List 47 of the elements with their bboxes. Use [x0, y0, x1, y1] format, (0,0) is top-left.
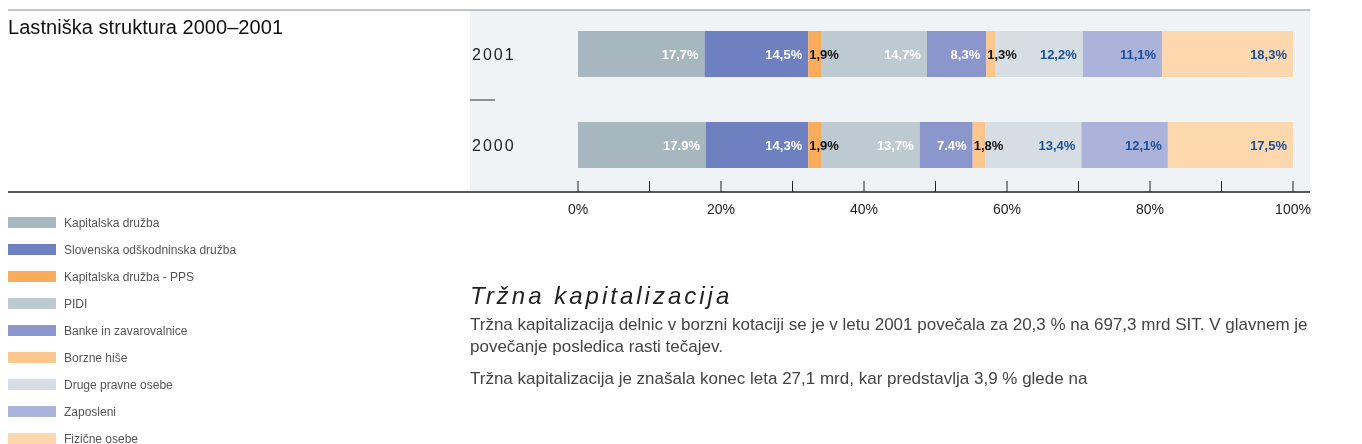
x-tick-label: 100% [1275, 201, 1311, 217]
data-label: 12,2% [1039, 47, 1078, 62]
text: Tržna kapitalizacija je znašala konec leta 27,1 mrd, kar predstavlja 3,9 % glede na [470, 369, 1088, 388]
x-tick-label: 80% [1135, 201, 1165, 217]
legend-label: Kapitalska družba - PPS [64, 270, 195, 284]
bar [1081, 122, 1168, 168]
data-label: 7.4% [937, 138, 968, 153]
bar [919, 122, 973, 168]
data-label: 13,4% [1038, 138, 1076, 153]
data-label: 14,5% [765, 47, 803, 62]
data-label: 12,1% [1125, 138, 1163, 153]
bar [705, 122, 809, 168]
data-label: 13,7% [876, 138, 915, 153]
legend-label: Borzne hiše [64, 351, 128, 365]
legend-label: Druge pravne osebe [64, 378, 174, 392]
data-label: 17,7% [661, 47, 699, 62]
y-tick-label: 2001 [472, 46, 516, 63]
bar [926, 31, 987, 77]
text: Tržna kapitalizacija delnic v borzni kotaciji se je v letu 2001 povečala za 20,3 % na 697,3 mrd SIT. V glavnem je povečanje posledica rasti tečajev. [470, 315, 1308, 356]
legend-label: PIDI [64, 297, 88, 311]
data-label: 1,3% [987, 47, 1018, 62]
legend-label: Banke in zavarovalnice [64, 324, 188, 338]
data-label: 14,3% [765, 138, 803, 153]
data-label: 1,8% [973, 138, 1004, 153]
y-tick-label: 2000 [472, 137, 516, 154]
x-tick-label: 20% [706, 201, 736, 217]
data-label: 18,3% [1250, 47, 1288, 62]
data-label: 8,3% [950, 47, 981, 62]
data-label: 14,7% [884, 47, 922, 62]
text: Tržna kapitalizacija [470, 282, 733, 309]
text: Lastniška struktura 2000–2001 [8, 16, 283, 38]
legend-label: Zaposleni [64, 405, 117, 419]
bar [578, 122, 706, 168]
bar [578, 31, 705, 77]
bar [1167, 122, 1294, 168]
data-label: 17.9% [663, 138, 701, 153]
x-tick-label: 60% [992, 201, 1022, 217]
x-tick-label: 0% [567, 201, 589, 217]
legend-label: Fizične osebe [64, 432, 139, 444]
bar [704, 31, 809, 77]
bar [1082, 31, 1163, 77]
bar [1162, 31, 1294, 77]
legend-label: Slovenska odškodninska družba [64, 243, 237, 257]
data-label: 17,5% [1250, 138, 1288, 153]
legend-label: Kapitalska družba [64, 216, 160, 230]
x-tick-label: 40% [849, 201, 879, 217]
data-label: 11,1% [1120, 47, 1157, 62]
